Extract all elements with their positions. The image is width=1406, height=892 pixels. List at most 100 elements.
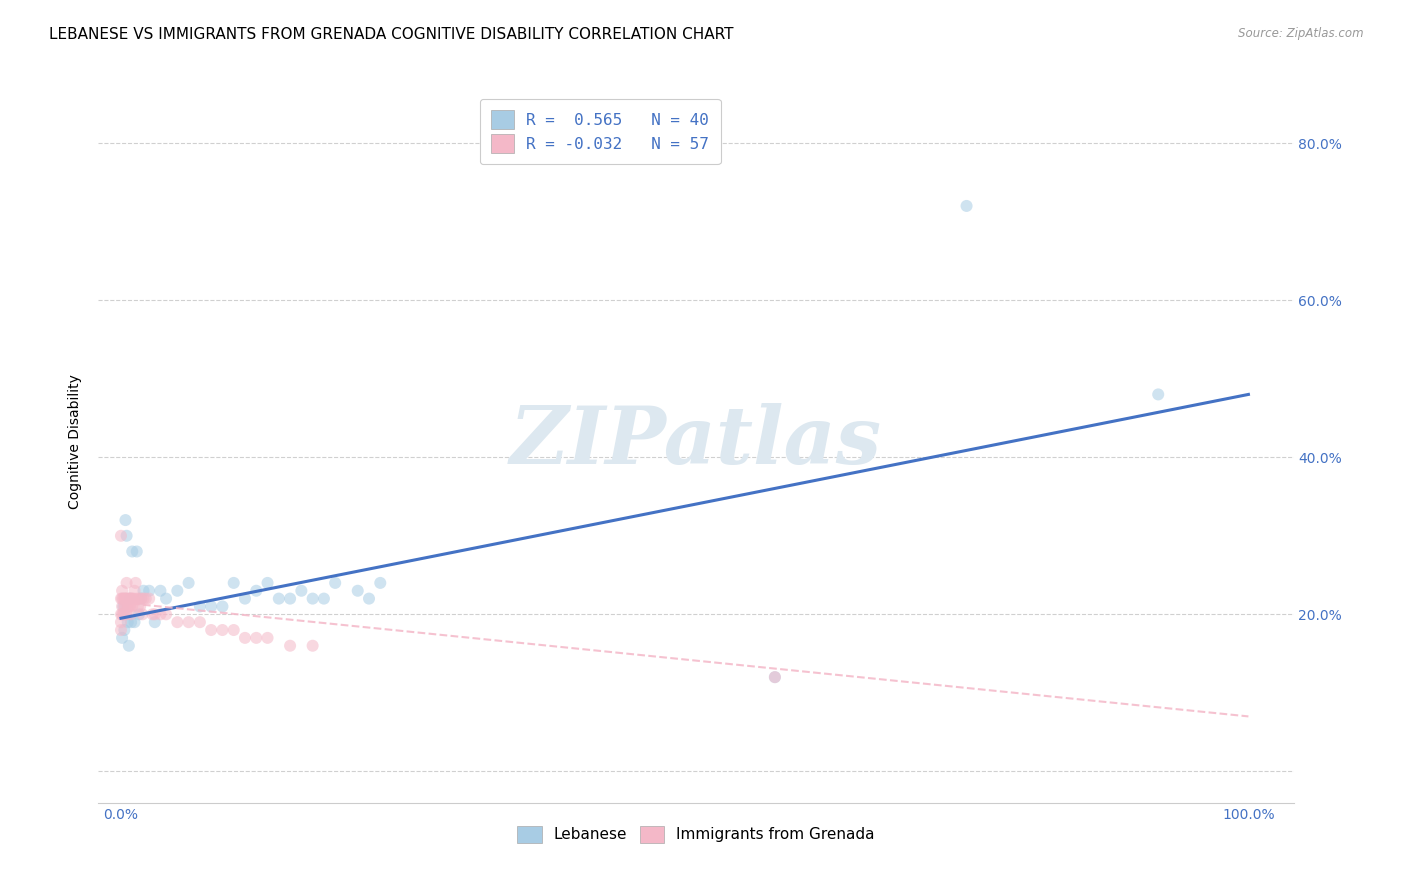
Point [166, 615, 188, 630]
Point [121, 544, 143, 558]
Point [120, 607, 142, 622]
Legend: Lebanese, Immigrants from Grenada: Lebanese, Immigrants from Grenada [512, 820, 880, 849]
Point [118, 599, 141, 614]
Point [111, 607, 134, 622]
Point [233, 631, 256, 645]
Point [115, 607, 138, 622]
Point [121, 591, 143, 606]
Point [200, 623, 222, 637]
Point [121, 599, 143, 614]
Point [110, 615, 132, 630]
Point [129, 599, 152, 614]
Point [112, 607, 135, 622]
Point [128, 591, 150, 606]
Point [122, 591, 145, 606]
Point [132, 583, 155, 598]
Point [278, 639, 301, 653]
Point [357, 591, 380, 606]
Point [131, 607, 153, 622]
Point [141, 607, 163, 622]
Point [118, 591, 141, 606]
Point [312, 591, 335, 606]
Point [233, 591, 256, 606]
Point [118, 639, 141, 653]
Point [211, 599, 233, 614]
Point [256, 575, 278, 590]
Point [138, 583, 160, 598]
Point [1147, 387, 1170, 401]
Point [290, 583, 312, 598]
Point [346, 583, 368, 598]
Point [368, 575, 391, 590]
Text: LEBANESE VS IMMIGRANTS FROM GRENADA COGNITIVE DISABILITY CORRELATION CHART: LEBANESE VS IMMIGRANTS FROM GRENADA COGN… [49, 27, 734, 42]
Point [125, 544, 148, 558]
Point [211, 623, 233, 637]
Point [115, 529, 138, 543]
Point [763, 670, 786, 684]
Point [117, 591, 139, 606]
Point [188, 615, 211, 630]
Point [129, 591, 152, 606]
Point [110, 591, 132, 606]
Point [112, 623, 135, 637]
Point [117, 615, 139, 630]
Point [114, 591, 136, 606]
Point [115, 591, 138, 606]
Point [110, 607, 132, 622]
Point [112, 599, 135, 614]
Point [143, 607, 166, 622]
Point [188, 599, 211, 614]
Point [118, 591, 141, 606]
Point [120, 591, 142, 606]
Point [245, 583, 267, 598]
Point [112, 591, 135, 606]
Point [117, 599, 139, 614]
Point [111, 599, 134, 614]
Point [114, 513, 136, 527]
Point [111, 631, 134, 645]
Point [111, 583, 134, 598]
Point [200, 599, 222, 614]
Point [955, 199, 977, 213]
Point [124, 583, 146, 598]
Point [118, 591, 141, 606]
Point [149, 607, 172, 622]
Point [114, 599, 136, 614]
Point [127, 599, 149, 614]
Y-axis label: Cognitive Disability: Cognitive Disability [69, 374, 83, 509]
Point [111, 591, 134, 606]
Point [124, 615, 146, 630]
Text: ZIPatlas: ZIPatlas [510, 403, 882, 480]
Point [112, 599, 135, 614]
Point [128, 607, 150, 622]
Point [118, 599, 141, 614]
Point [763, 670, 786, 684]
Point [256, 631, 278, 645]
Point [124, 575, 146, 590]
Point [112, 607, 135, 622]
Point [110, 623, 132, 637]
Point [132, 591, 155, 606]
Point [120, 615, 142, 630]
Point [301, 639, 323, 653]
Point [245, 631, 267, 645]
Point [267, 591, 290, 606]
Point [222, 575, 245, 590]
Point [155, 607, 177, 622]
Point [149, 583, 172, 598]
Point [138, 591, 160, 606]
Point [177, 575, 200, 590]
Point [143, 615, 166, 630]
Point [112, 591, 135, 606]
Point [301, 591, 323, 606]
Point [155, 591, 177, 606]
Point [135, 591, 157, 606]
Point [125, 591, 148, 606]
Point [115, 575, 138, 590]
Point [222, 623, 245, 637]
Point [110, 529, 132, 543]
Text: Source: ZipAtlas.com: Source: ZipAtlas.com [1239, 27, 1364, 40]
Point [129, 591, 152, 606]
Point [177, 615, 200, 630]
Point [166, 583, 188, 598]
